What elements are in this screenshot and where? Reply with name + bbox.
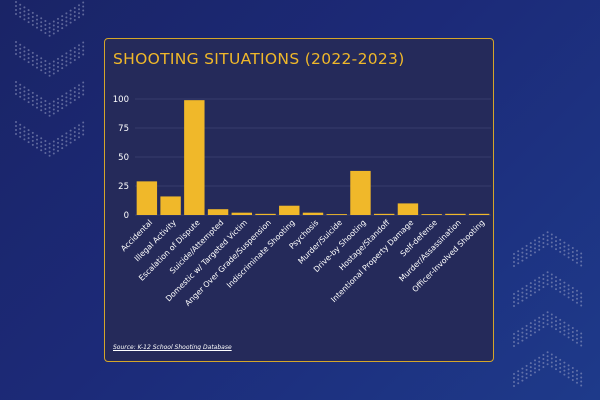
chevron-dots-6 — [513, 271, 583, 307]
y-tick-label: 0 — [124, 211, 129, 221]
bar — [445, 213, 466, 215]
bar — [397, 203, 419, 215]
bar — [184, 100, 205, 215]
bar — [207, 209, 229, 215]
chevron-dots-2 — [15, 41, 85, 77]
bar — [326, 214, 347, 215]
bar — [421, 214, 442, 215]
chevron-dots-3 — [15, 81, 85, 117]
y-tick-label: 25 — [118, 182, 129, 192]
right-chevron-pattern — [513, 231, 583, 387]
chevron-dots-4 — [15, 121, 85, 157]
y-tick-label: 50 — [118, 153, 129, 163]
chart-title: SHOOTING SITUATIONS (2022-2023) — [113, 50, 405, 68]
chart-panel: SHOOTING SITUATIONS (2022-2023) 0 25 50 75 1… — [104, 38, 494, 362]
y-tick-label: 75 — [118, 124, 129, 134]
chevron-dots-5 — [513, 231, 583, 267]
bar — [231, 212, 253, 215]
bar — [373, 213, 395, 215]
bar — [302, 212, 324, 215]
chevron-dots-7 — [513, 311, 583, 347]
chevron-dots-1 — [15, 1, 85, 37]
source-link[interactable]: Source: K-12 School Shooting Database — [113, 344, 232, 351]
x-tick-label: Illegal Activity — [133, 218, 178, 263]
bar — [136, 181, 158, 215]
bar — [160, 196, 181, 215]
y-tick-label: 100 — [113, 95, 129, 105]
bar — [279, 205, 300, 215]
left-chevron-pattern — [15, 1, 85, 157]
chevron-dots-8 — [513, 351, 583, 387]
bar — [468, 213, 490, 215]
bar — [255, 213, 276, 215]
bar — [350, 170, 371, 215]
